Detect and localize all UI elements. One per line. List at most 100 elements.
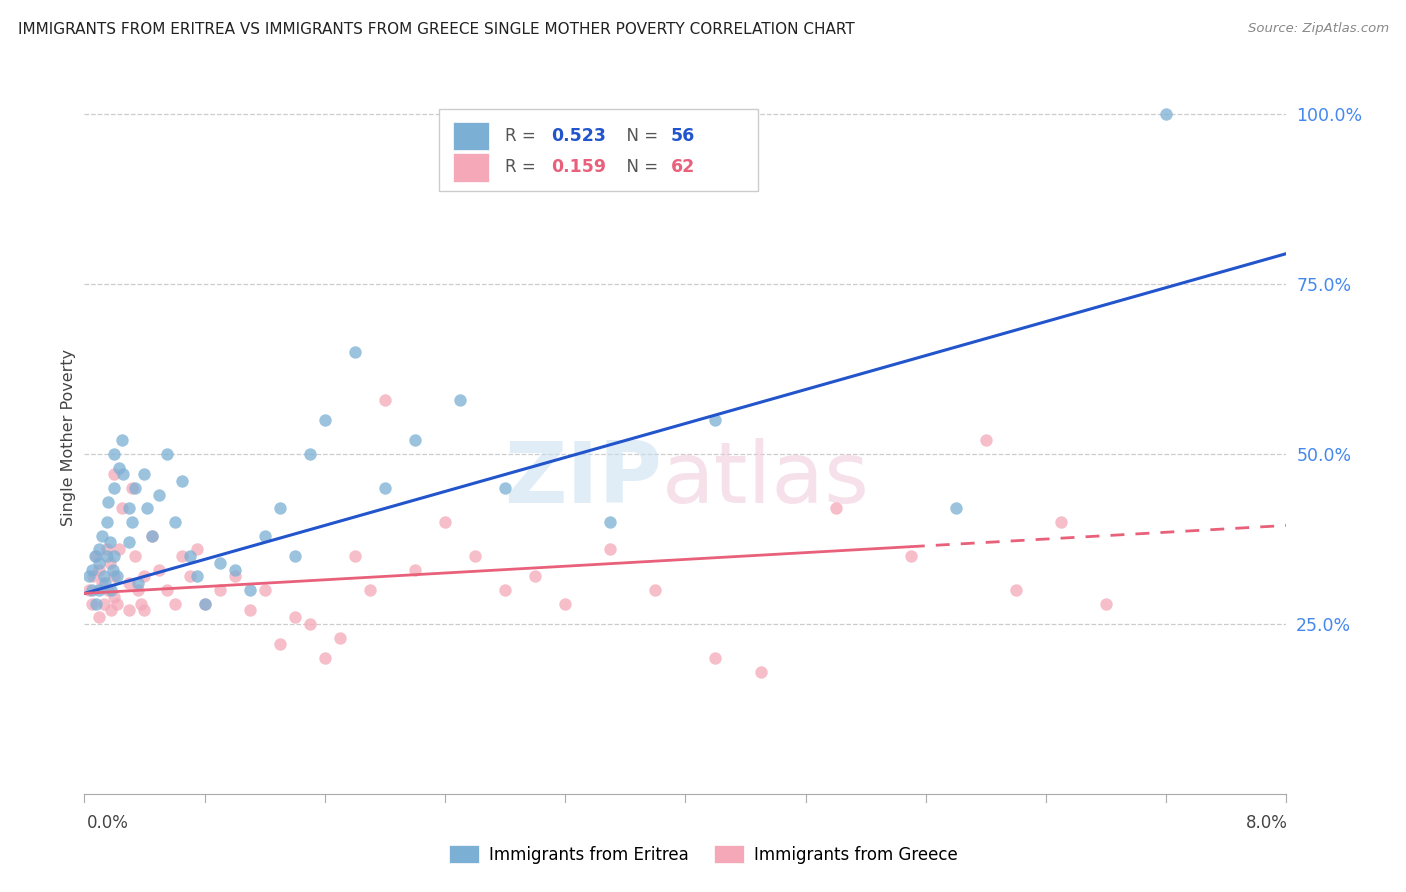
Point — [170, 549, 193, 563]
Y-axis label: Single Mother Poverty: Single Mother Poverty — [60, 349, 76, 525]
Point — [101, 563, 124, 577]
FancyBboxPatch shape — [453, 121, 489, 150]
Point — [131, 597, 153, 611]
Point — [82, 569, 104, 583]
Point — [77, 569, 100, 583]
Point — [224, 569, 246, 583]
Point — [253, 582, 276, 597]
Text: 0.523: 0.523 — [551, 127, 606, 145]
Point — [208, 582, 231, 597]
Point — [494, 582, 516, 597]
Point — [136, 501, 159, 516]
Point — [97, 582, 120, 597]
Point — [314, 651, 336, 665]
Point — [284, 610, 307, 624]
Text: R =: R = — [505, 159, 541, 177]
Point — [89, 563, 111, 577]
Point — [107, 597, 129, 611]
Point — [112, 467, 135, 482]
Point — [374, 392, 396, 407]
Text: atlas: atlas — [661, 438, 869, 522]
Point — [83, 549, 105, 563]
Text: R =: R = — [505, 127, 541, 145]
Point — [103, 447, 125, 461]
Point — [186, 569, 208, 583]
Point — [148, 563, 170, 577]
Point — [314, 413, 336, 427]
Point — [134, 603, 156, 617]
Point — [170, 475, 193, 489]
Point — [118, 603, 141, 617]
Point — [108, 460, 131, 475]
Point — [80, 582, 103, 597]
Point — [77, 582, 100, 597]
Point — [704, 651, 727, 665]
Point — [80, 597, 103, 611]
Point — [118, 576, 141, 591]
Point — [96, 549, 118, 563]
Point — [269, 637, 291, 651]
Point — [269, 501, 291, 516]
Point — [1156, 107, 1178, 121]
Point — [103, 569, 125, 583]
Point — [107, 569, 129, 583]
Point — [900, 549, 922, 563]
Point — [449, 392, 471, 407]
Point — [103, 549, 125, 563]
Point — [974, 434, 997, 448]
Text: N =: N = — [616, 127, 664, 145]
Text: 62: 62 — [671, 159, 695, 177]
Point — [86, 549, 108, 563]
Point — [94, 576, 117, 591]
Point — [103, 467, 125, 482]
Point — [298, 617, 321, 632]
Text: Source: ZipAtlas.com: Source: ZipAtlas.com — [1249, 22, 1389, 36]
Point — [118, 501, 141, 516]
Point — [111, 434, 134, 448]
Text: 56: 56 — [671, 127, 695, 145]
Point — [359, 582, 381, 597]
Point — [945, 501, 967, 516]
Point — [103, 590, 125, 604]
Text: N =: N = — [616, 159, 664, 177]
Point — [127, 582, 149, 597]
Point — [80, 563, 103, 577]
Point — [89, 582, 111, 597]
Point — [343, 345, 366, 359]
Point — [208, 556, 231, 570]
Point — [824, 501, 846, 516]
Point — [163, 515, 186, 529]
Point — [374, 481, 396, 495]
Text: 0.159: 0.159 — [551, 159, 606, 177]
Point — [121, 481, 143, 495]
Point — [134, 569, 156, 583]
Point — [93, 569, 115, 583]
Point — [127, 576, 149, 591]
Point — [749, 665, 772, 679]
Point — [91, 528, 114, 542]
Point — [96, 515, 118, 529]
Point — [91, 576, 114, 591]
Point — [194, 597, 217, 611]
FancyBboxPatch shape — [453, 153, 489, 182]
Point — [179, 549, 201, 563]
Point — [134, 467, 156, 482]
Point — [494, 481, 516, 495]
Point — [96, 542, 118, 557]
Point — [343, 549, 366, 563]
Point — [121, 515, 143, 529]
Text: 8.0%: 8.0% — [1246, 814, 1288, 831]
Point — [253, 528, 276, 542]
FancyBboxPatch shape — [439, 109, 758, 191]
Point — [163, 597, 186, 611]
Point — [89, 610, 111, 624]
Point — [599, 515, 621, 529]
Point — [156, 447, 179, 461]
Point — [1095, 597, 1118, 611]
Point — [329, 631, 352, 645]
Point — [599, 542, 621, 557]
Point — [239, 603, 262, 617]
Point — [156, 582, 179, 597]
Point — [1005, 582, 1028, 597]
Point — [434, 515, 457, 529]
